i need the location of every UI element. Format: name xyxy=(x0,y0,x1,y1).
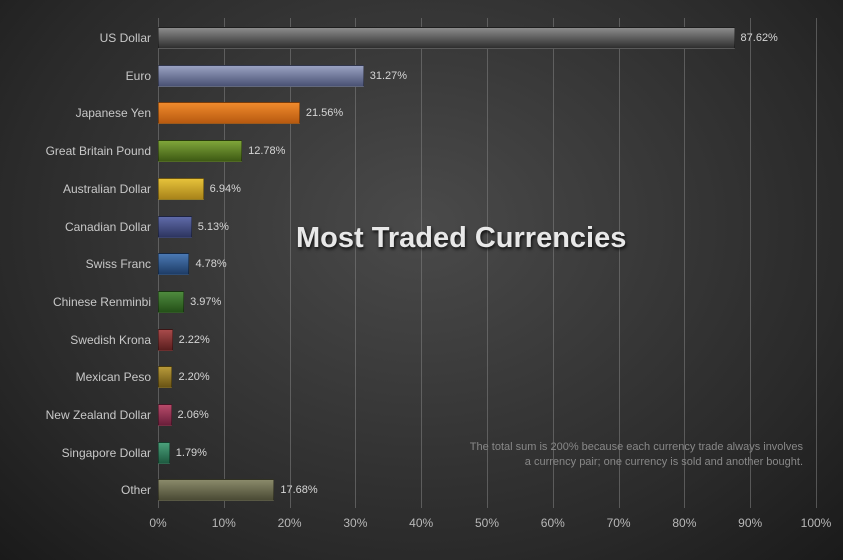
bar xyxy=(158,140,242,162)
gridline xyxy=(750,18,751,508)
bar xyxy=(158,442,170,464)
x-tick-label: 50% xyxy=(475,516,499,530)
bar-row: 2.22% xyxy=(158,329,173,351)
bar xyxy=(158,366,172,388)
bar-value-label: 1.79% xyxy=(176,447,207,459)
y-tick-label: Japanese Yen xyxy=(76,106,151,120)
bar-row: 12.78% xyxy=(158,140,242,162)
x-tick-label: 20% xyxy=(278,516,302,530)
bar-row: 21.56% xyxy=(158,102,300,124)
bar-row: 2.06% xyxy=(158,404,172,426)
x-tick-label: 0% xyxy=(149,516,166,530)
plot-area: 0%10%20%30%40%50%60%70%80%90%100%87.62%3… xyxy=(158,18,816,508)
bar-value-label: 4.78% xyxy=(195,258,226,270)
bar-value-label: 2.20% xyxy=(178,371,209,383)
bar-value-label: 87.62% xyxy=(741,32,778,44)
bar-row: 1.79% xyxy=(158,442,170,464)
x-tick-label: 40% xyxy=(409,516,433,530)
bar-value-label: 3.97% xyxy=(190,296,221,308)
bar-value-label: 31.27% xyxy=(370,70,407,82)
bar xyxy=(158,65,364,87)
y-tick-label: Canadian Dollar xyxy=(65,220,151,234)
gridline xyxy=(553,18,554,508)
x-tick-label: 60% xyxy=(541,516,565,530)
bar-value-label: 12.78% xyxy=(248,145,285,157)
bar xyxy=(158,216,192,238)
x-tick-label: 70% xyxy=(607,516,631,530)
bar xyxy=(158,178,204,200)
footnote-line1: The total sum is 200% because each curre… xyxy=(470,441,803,453)
x-tick-label: 30% xyxy=(343,516,367,530)
x-tick-label: 80% xyxy=(672,516,696,530)
bar-row: 17.68% xyxy=(158,479,274,501)
bar xyxy=(158,479,274,501)
gridline xyxy=(487,18,488,508)
bar-row: 2.20% xyxy=(158,366,172,388)
bar-value-label: 2.22% xyxy=(179,334,210,346)
gridline xyxy=(355,18,356,508)
bar-value-label: 6.94% xyxy=(210,183,241,195)
y-tick-label: New Zealand Dollar xyxy=(46,408,151,422)
y-tick-label: US Dollar xyxy=(100,31,151,45)
gridline xyxy=(421,18,422,508)
bar xyxy=(158,253,189,275)
y-tick-label: Great Britain Pound xyxy=(46,144,151,158)
bar-row: 31.27% xyxy=(158,65,364,87)
chart-title: Most Traded Currencies xyxy=(296,222,626,255)
gridline xyxy=(816,18,817,508)
x-tick-label: 100% xyxy=(801,516,832,530)
bar-value-label: 17.68% xyxy=(280,484,317,496)
x-tick-label: 10% xyxy=(212,516,236,530)
bar xyxy=(158,291,184,313)
chart-footnote: The total sum is 200% because each curre… xyxy=(470,440,803,470)
bar-row: 6.94% xyxy=(158,178,204,200)
bar xyxy=(158,329,173,351)
bar xyxy=(158,27,735,49)
bar-row: 87.62% xyxy=(158,27,735,49)
y-tick-label: Chinese Renminbi xyxy=(53,295,151,309)
bar-row: 5.13% xyxy=(158,216,192,238)
y-tick-label: Swedish Krona xyxy=(70,333,151,347)
y-tick-label: Singapore Dollar xyxy=(62,446,151,460)
footnote-line2: a currency pair; one currency is sold an… xyxy=(525,456,803,468)
gridline xyxy=(684,18,685,508)
y-tick-label: Swiss Franc xyxy=(86,257,151,271)
y-tick-label: Euro xyxy=(126,69,151,83)
x-tick-label: 90% xyxy=(738,516,762,530)
bar-value-label: 21.56% xyxy=(306,107,343,119)
y-tick-label: Other xyxy=(121,483,151,497)
bar-row: 3.97% xyxy=(158,291,184,313)
bar xyxy=(158,404,172,426)
bar-value-label: 5.13% xyxy=(198,221,229,233)
y-tick-label: Australian Dollar xyxy=(63,182,151,196)
bar-row: 4.78% xyxy=(158,253,189,275)
gridline xyxy=(290,18,291,508)
y-tick-label: Mexican Peso xyxy=(76,370,151,384)
currency-chart: 0% 10% 20% 30% 40% 50% 60% 70% 80% 90% 100% 87.62% 3… xyxy=(0,0,843,560)
gridline xyxy=(619,18,620,508)
bar xyxy=(158,102,300,124)
bar-value-label: 2.06% xyxy=(178,409,209,421)
